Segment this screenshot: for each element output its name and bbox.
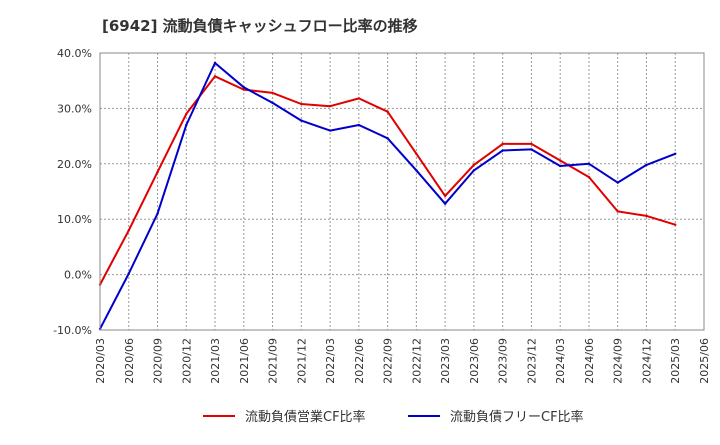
data-point-series-2	[616, 181, 619, 184]
data-point-series-1	[558, 159, 562, 162]
data-point-series-1	[386, 110, 389, 113]
x-tick-label: 2022/03	[324, 338, 337, 384]
data-point-series-2	[300, 119, 303, 122]
data-point-series-2	[501, 149, 504, 152]
data-point-series-2	[213, 61, 217, 65]
data-point-series-1	[300, 102, 303, 106]
data-point-series-2	[674, 152, 677, 156]
data-point-series-1	[501, 142, 504, 146]
data-point-series-1	[587, 175, 591, 179]
x-tick-label: 2020/09	[152, 338, 165, 384]
chart-title: [6942] 流動負債キャッシュフロー比率の推移	[102, 17, 418, 35]
data-point-series-2	[415, 169, 418, 172]
data-point-series-2	[271, 101, 274, 105]
x-tick-label: 2022/12	[410, 338, 423, 384]
y-tick-label: 20.0%	[57, 158, 92, 171]
data-point-series-1	[674, 223, 677, 226]
y-tick-label: -10.0%	[53, 324, 92, 337]
data-point-series-1	[530, 142, 533, 146]
data-point-series-2	[328, 129, 332, 132]
data-point-series-2	[530, 148, 533, 151]
legend-label-2: 流動負債フリーCF比率	[450, 409, 584, 425]
data-point-series-1	[645, 214, 648, 218]
data-point-series-1	[616, 210, 619, 213]
x-tick-label: 2023/06	[468, 338, 481, 384]
x-axis: 2020/03 2020/06 2020/09 2020/12 2021/03 2021/…	[94, 338, 711, 384]
plot-frame	[99, 52, 705, 331]
x-tick-label: 2023/03	[439, 338, 452, 384]
data-point-series-2	[645, 163, 648, 167]
data-point-series-2	[127, 272, 130, 275]
data-point-series-1	[472, 163, 476, 167]
x-tick-label: 2020/12	[180, 338, 193, 384]
x-tick-label: 2020/03	[94, 338, 107, 384]
x-tick-label: 2021/09	[267, 338, 280, 384]
y-tick-label: 0.0%	[64, 269, 92, 282]
x-tick-label: 2021/06	[238, 338, 251, 384]
x-tick-label: 2024/06	[583, 338, 596, 384]
x-tick-label: 2021/12	[295, 338, 308, 384]
data-point-series-2	[242, 86, 246, 89]
x-tick-label: 2024/03	[554, 338, 567, 384]
data-point-series-2	[443, 202, 447, 205]
data-point-series-1	[443, 194, 447, 198]
data-point-series-2	[185, 123, 188, 127]
data-point-series-1	[213, 75, 217, 78]
data-point-series-2	[156, 212, 159, 215]
x-tick-label: 2023/09	[497, 338, 510, 384]
y-tick-label: 10.0%	[57, 213, 92, 226]
x-tick-label: 2025/06	[698, 338, 711, 384]
data-point-series-2	[357, 123, 361, 127]
x-tick-label: 2025/03	[669, 338, 682, 384]
x-tick-label: 2024/09	[612, 338, 625, 384]
y-tick-label: 30.0%	[57, 102, 92, 115]
data-point-series-1	[127, 229, 130, 232]
data-point-series-1	[185, 112, 188, 116]
data-point-series-2	[558, 164, 562, 168]
data-point-series-1	[328, 104, 332, 108]
x-tick-label: 2022/09	[382, 338, 395, 384]
x-tick-label: 2020/06	[123, 338, 136, 384]
data-point-series-2	[587, 162, 591, 165]
x-tick-label: 2023/12	[525, 338, 538, 384]
data-point-series-1	[415, 152, 418, 156]
x-tick-label: 2021/03	[209, 338, 222, 384]
data-point-series-2	[386, 137, 389, 140]
y-axis: -10.0% 0.0% 10.0% 20.0% 30.0% 40.0%	[53, 47, 92, 337]
series-group	[98, 61, 677, 331]
data-point-series-1	[357, 97, 361, 100]
legend-label-1: 流動負債営業CF比率	[245, 409, 366, 425]
data-point-series-1	[156, 170, 159, 174]
data-point-series-1	[242, 88, 246, 91]
grid	[99, 52, 705, 331]
y-tick-label: 40.0%	[57, 47, 92, 60]
x-tick-label: 2024/12	[640, 338, 653, 384]
legend: 流動負債営業CF比率 流動負債フリーCF比率	[203, 409, 584, 425]
data-point-series-1	[271, 91, 274, 95]
x-tick-label: 2022/06	[353, 338, 366, 384]
data-point-series-2	[472, 169, 476, 172]
